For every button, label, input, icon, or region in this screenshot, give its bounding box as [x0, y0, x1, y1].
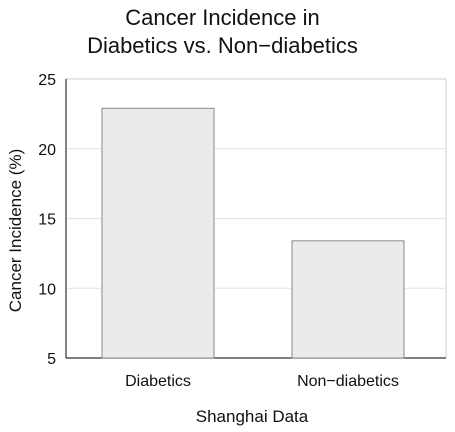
y-axis-label: Cancer Incidence (%)	[6, 149, 25, 312]
y-tick-label: 20	[38, 142, 56, 159]
bar	[291, 240, 405, 359]
chart-title: Cancer Incidence in Diabetics vs. Non−di…	[0, 4, 445, 60]
x-axis-label: Shanghai Data	[196, 407, 309, 426]
chart-title-line-2: Diabetics vs. Non−diabetics	[87, 33, 358, 58]
x-tick-label: Diabetics	[125, 373, 191, 390]
x-tick-label: Non−diabetics	[297, 373, 399, 390]
y-tick-label: 15	[38, 212, 56, 229]
y-tick-label: 25	[38, 72, 56, 89]
y-tick-label: 5	[47, 351, 56, 368]
chart-title-line-1: Cancer Incidence in	[125, 5, 320, 30]
y-tick-label: 10	[38, 281, 56, 298]
bar	[101, 107, 215, 359]
